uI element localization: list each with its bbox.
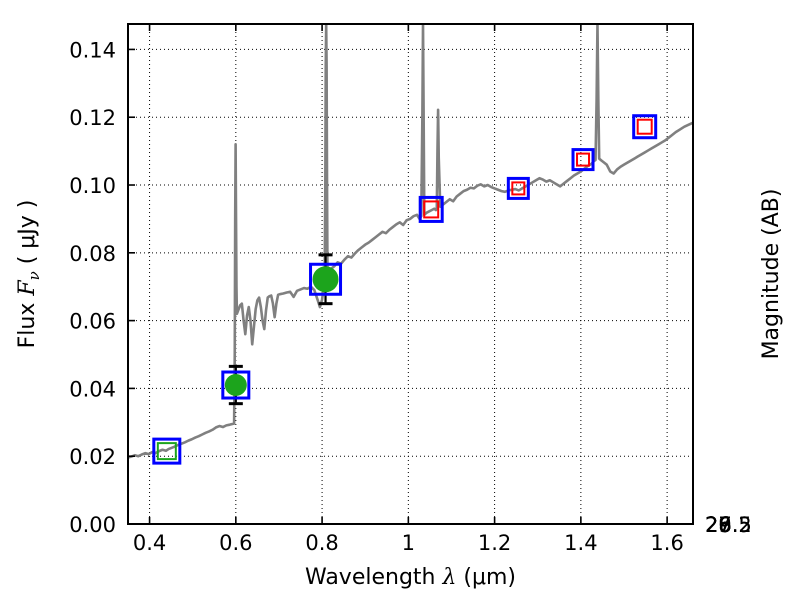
photometry-marker-outer-box[interactable] [506,176,530,200]
photometry-marker-outer-box[interactable] [571,148,595,172]
mag-tick-label: 26.5 [705,513,752,537]
right-axis-title: Magnitude (AB) [759,189,784,360]
photometry-marker-inner-red[interactable] [423,200,440,219]
x-tick-label: 1.4 [564,531,597,555]
photometry-marker-inner-red[interactable] [636,118,653,135]
photometry-marker-outer-box[interactable] [221,370,251,400]
y-tick-label: 0.12 [69,106,116,130]
axis-titles: Wavelength λ (μm) Flux Fν ( μJy ) Magnitud… [15,189,784,590]
photometry-marker-filled[interactable] [224,374,247,397]
x-tick-label: 0.8 [305,531,338,555]
x-tick-label: 1.6 [650,531,683,555]
photometry-marker-outer-box[interactable] [418,195,444,223]
axes-frame [127,23,694,525]
y-tick-label: 0.08 [69,242,116,266]
mag-tick-label: 28 [705,513,732,537]
mag-tick-label: 27.5 [705,513,752,537]
spectrum-curve [128,24,693,459]
x-tick-label: 0.4 [133,531,166,555]
mag-tick-label: 26 [705,513,732,537]
photometry-marker-outer-box[interactable] [152,437,182,465]
x-tick-label: 0.6 [219,531,252,555]
photometry-marker-outer-box[interactable] [632,114,658,140]
y-tick-label: 0.02 [69,445,116,469]
x-axis-ticks: 0.4 0.6 0.8 1 1.2 1.4 1.6 [133,24,684,555]
x-axis-title: Wavelength λ (μm) [305,565,516,590]
photometry-points [152,114,658,465]
photometry-marker-inner-red[interactable] [511,181,526,196]
x-tick-label: 1 [402,531,415,555]
photometry-marker-inner-green[interactable] [156,442,177,461]
x-tick-label: 1.2 [478,531,511,555]
y-axis-title: Flux Fν ( μJy ) [15,200,43,349]
spectrum-curve-group [128,24,693,459]
mag-tick-label: 27 [705,513,732,537]
axes-spines [127,23,694,525]
photometry-marker-inner-red[interactable] [576,152,591,167]
y-tick-label: 0.06 [69,310,116,334]
y-tick-label: 0.14 [69,38,116,62]
y-tick-label: 0.04 [69,377,116,401]
photometry-marker-filled[interactable] [312,266,339,293]
grid-lines [128,24,693,525]
y-tick-label: 0.00 [69,513,116,537]
mag-tick-label: 26.2 [705,513,752,537]
y-tick-label: 0.10 [69,174,116,198]
mag-tick-label: 29 [705,513,732,537]
y-axis-left-ticks: 0.00 0.02 0.04 0.06 0.08 0.10 0.12 0.14 [69,38,135,537]
photometry-marker-outer-box[interactable] [309,262,343,296]
